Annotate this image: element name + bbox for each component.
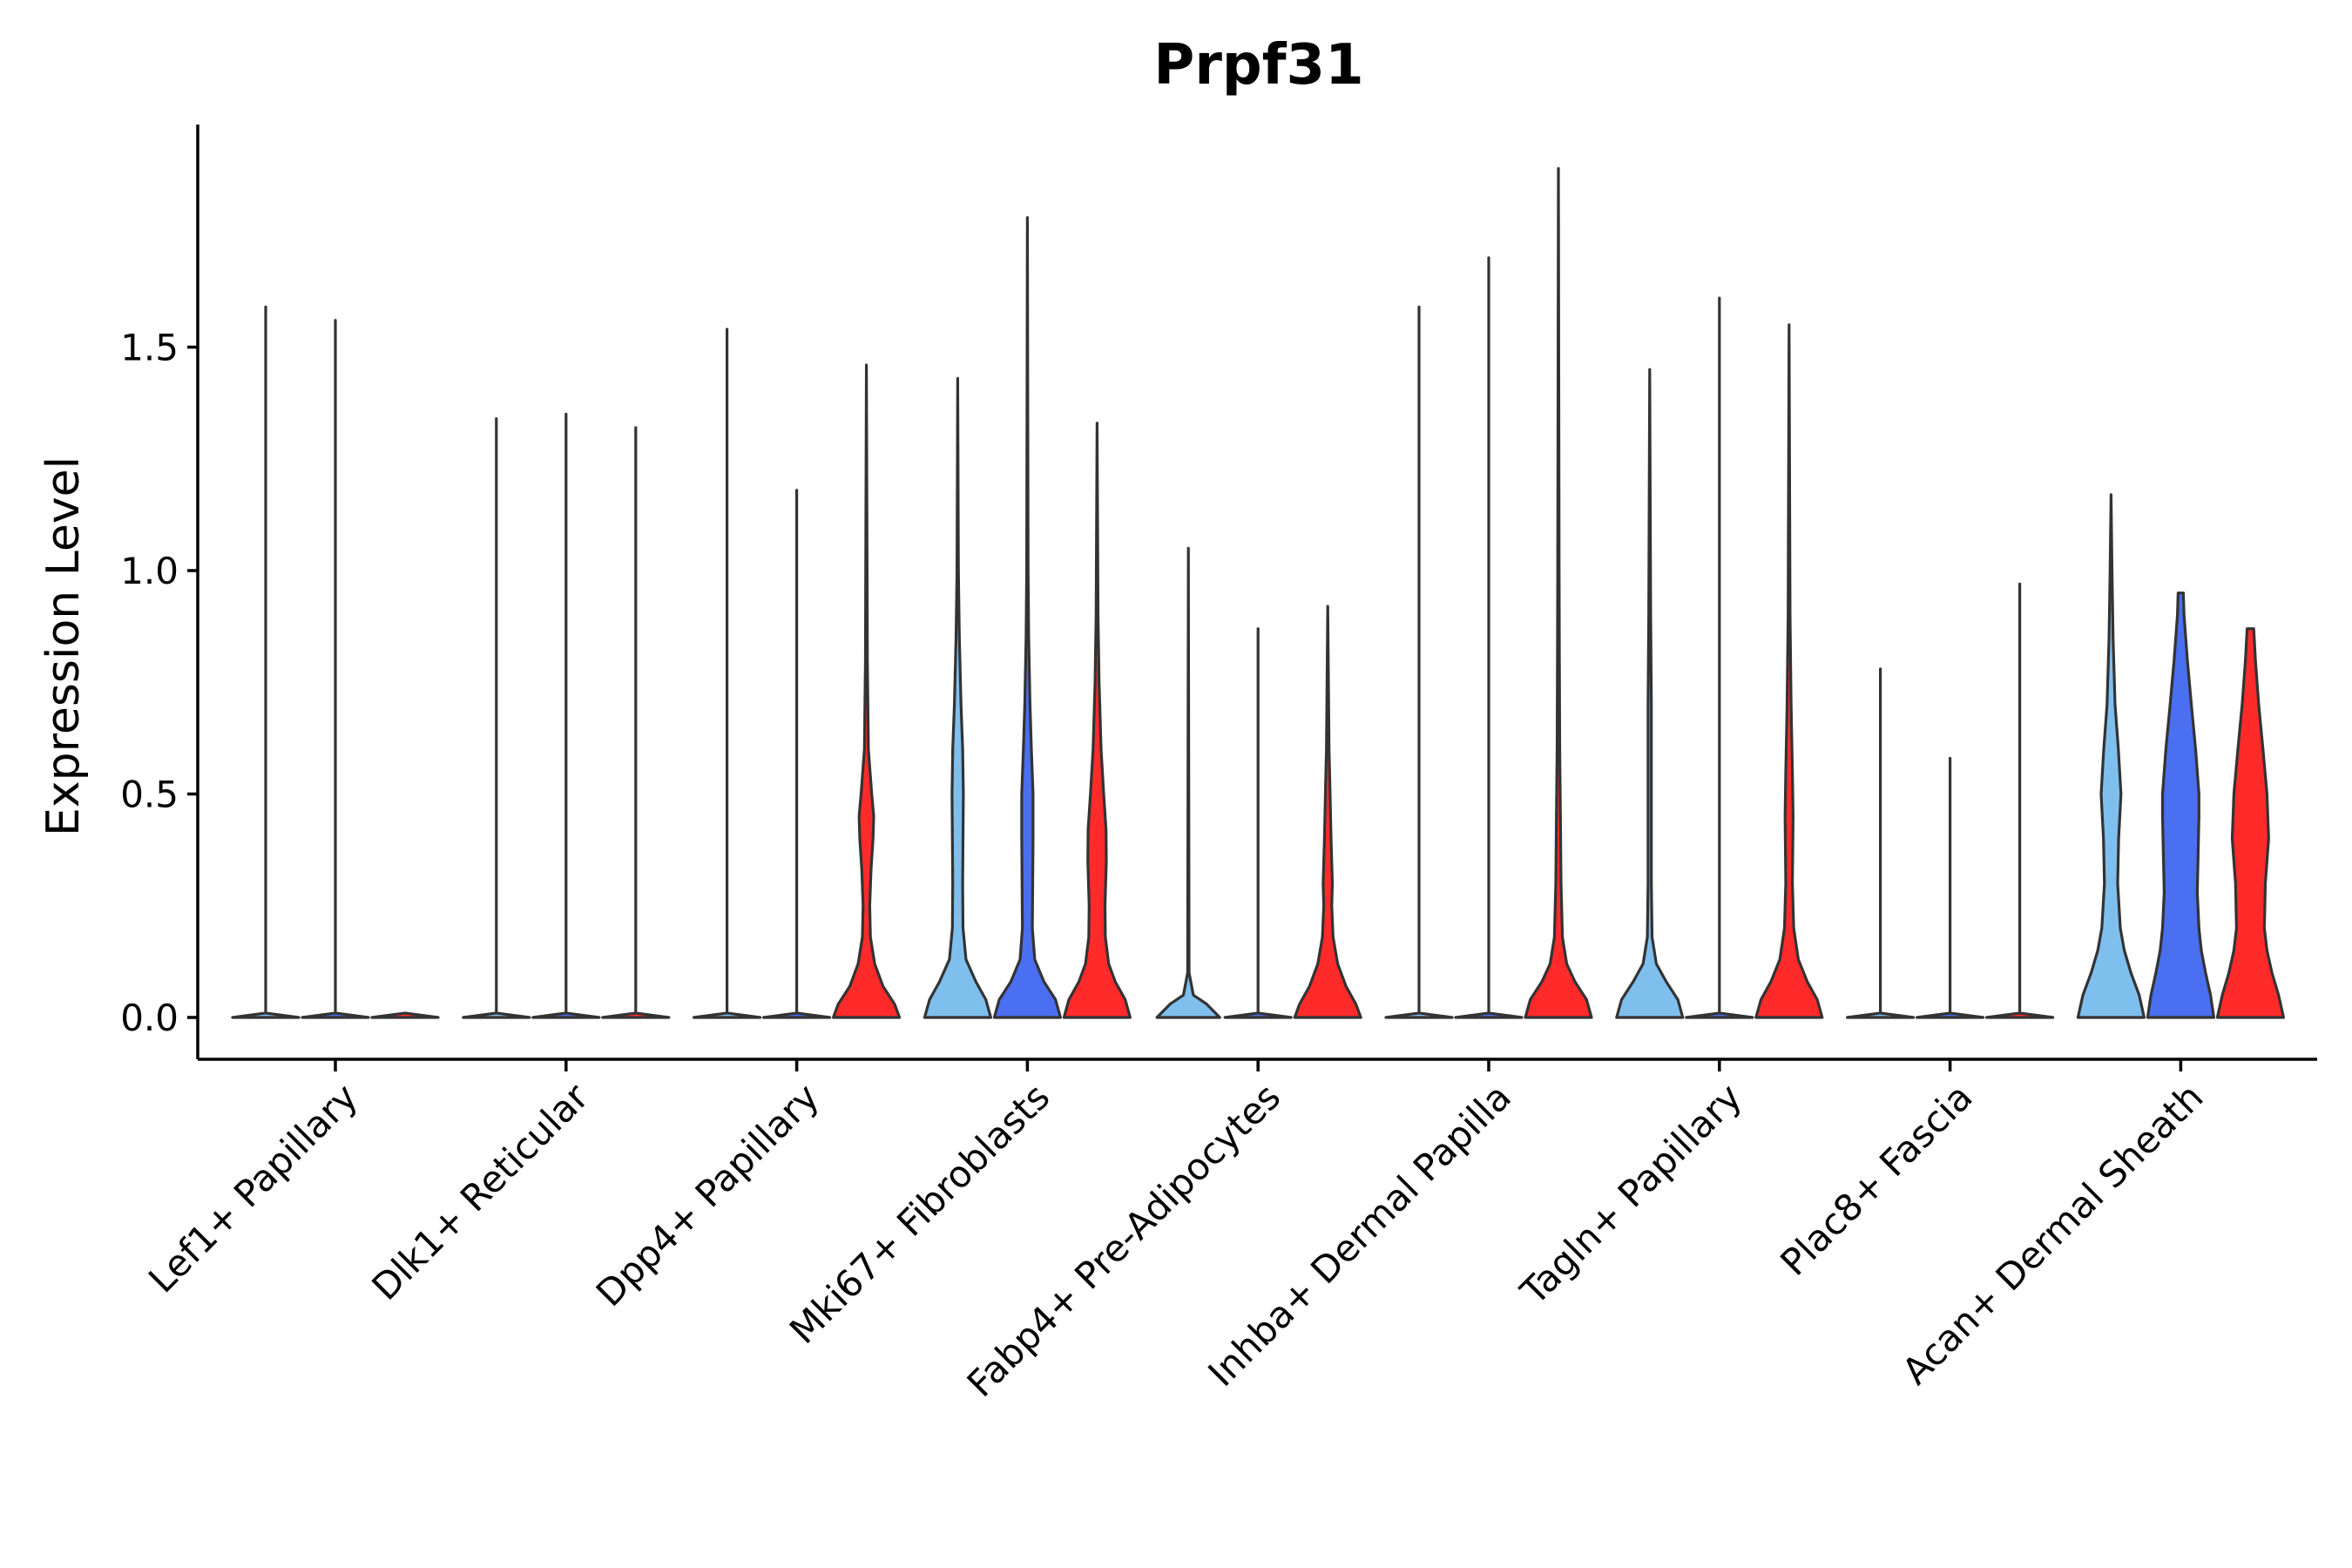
- violin-group: [1155, 546, 1362, 1019]
- y-tick-label: 1.0: [120, 550, 179, 592]
- violin-shape: [923, 376, 992, 1019]
- violin-shape: [462, 417, 531, 1019]
- violin-shape: [301, 319, 370, 1019]
- violin-shape: [1293, 605, 1362, 1019]
- violin-shape: [1524, 166, 1593, 1019]
- violin-group: [231, 305, 440, 1019]
- violin-group: [1384, 166, 1593, 1019]
- violin-shape: [1155, 546, 1221, 1019]
- violin-group: [923, 216, 1132, 1019]
- violin-shape: [693, 328, 762, 1019]
- x-tick-label: Tagln+ Papillary: [1511, 1075, 1749, 1313]
- violin-layer: [231, 166, 2285, 1019]
- y-tick-label: 0.0: [120, 997, 179, 1039]
- violin-shape: [1916, 756, 1985, 1019]
- x-tick-label: Plac8+ Fascia: [1772, 1075, 1980, 1283]
- violin-group: [1846, 582, 2055, 1019]
- chart-title: Prpf31: [1153, 33, 1363, 98]
- violin-shape: [1985, 582, 2055, 1019]
- violin-shape: [2215, 627, 2285, 1019]
- violin-shape: [1846, 667, 1916, 1019]
- violin-shape: [1223, 627, 1293, 1019]
- violin-shape: [1062, 422, 1132, 1019]
- x-tick-label: Mki67+ Fibroblasts: [781, 1075, 1058, 1351]
- y-tick-label: 0.5: [120, 774, 179, 816]
- violin-shape: [832, 363, 902, 1019]
- x-tick-label: Dpp4+ Papillary: [588, 1075, 828, 1315]
- violin-shape: [531, 412, 601, 1019]
- violin-group: [2076, 493, 2285, 1019]
- violin-shape: [1685, 296, 1754, 1019]
- y-axis-label: Expression Level: [37, 456, 90, 836]
- x-tick-label: Lef1+ Papillary: [140, 1075, 366, 1301]
- violin-shape: [1754, 323, 1824, 1019]
- x-tick-label: Dlk1+ Reticular: [363, 1075, 597, 1308]
- violin-shape: [601, 426, 671, 1019]
- y-tick-label: 1.5: [120, 327, 179, 369]
- violin-shape: [992, 216, 1062, 1019]
- violin-shape: [1384, 305, 1454, 1019]
- violin-shape: [1615, 368, 1685, 1019]
- violin-shape: [2146, 591, 2215, 1019]
- y-axis: 0.0 0.5 1.0 1.5: [120, 125, 199, 1059]
- violin-shape: [2076, 493, 2146, 1019]
- violin-group: [1615, 296, 1824, 1019]
- violin-group: [693, 328, 902, 1019]
- violin-shape: [231, 305, 301, 1019]
- violin-shape: [762, 489, 832, 1019]
- violin-shape: [370, 1011, 440, 1019]
- violin-shape: [1454, 256, 1524, 1019]
- violin-group: [462, 412, 671, 1019]
